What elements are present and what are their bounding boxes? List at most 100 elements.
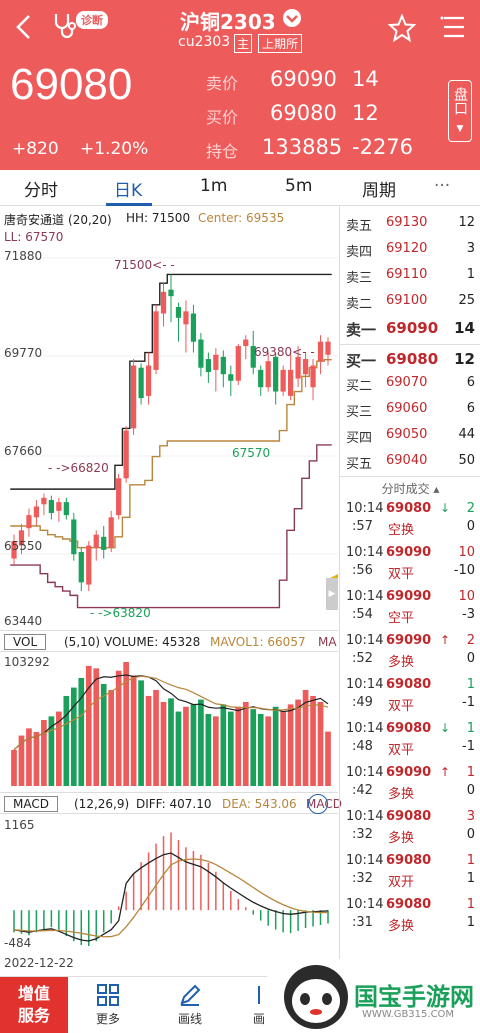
trade-row: 10:14 :42 69090 多换 ↑ 1 0 bbox=[340, 762, 480, 806]
annotation-low: - ->63820 bbox=[90, 606, 151, 620]
candle bbox=[108, 510, 114, 553]
tab-1m[interactable]: 1m bbox=[200, 176, 228, 196]
tab-5m[interactable]: 5m bbox=[285, 176, 313, 196]
trade-volume: 1 bbox=[466, 765, 475, 780]
y-label-1: 69770 bbox=[4, 346, 43, 360]
ll-value: LL: 67570 bbox=[4, 230, 64, 244]
trade-kind: 多换 bbox=[388, 919, 415, 934]
ob-volume: 12 bbox=[454, 350, 475, 368]
bid-row[interactable]: 买四 69050 44 bbox=[340, 422, 480, 448]
trade-price: 69080 bbox=[386, 721, 432, 736]
promo-line-1: 增值 bbox=[17, 984, 50, 1003]
contract-code: cu2303 bbox=[178, 34, 231, 50]
trade-row: 10:14 :57 69080 空换 ↓ 2 0 bbox=[340, 498, 480, 542]
candle bbox=[116, 473, 122, 520]
back-icon[interactable] bbox=[12, 12, 36, 42]
value-added-service-button[interactable]: 增值 服务 bbox=[0, 977, 68, 1033]
trade-volume: 10 bbox=[458, 545, 475, 560]
trade-price: 69080 bbox=[386, 501, 432, 516]
ask-row[interactable]: 卖五 69130 12 bbox=[340, 210, 480, 236]
trade-arrow-icon: ↑ bbox=[440, 633, 451, 647]
draw-line-button[interactable]: 画线 bbox=[168, 983, 212, 1027]
panda-logo bbox=[284, 965, 348, 1029]
ask-row[interactable]: 卖二 69100 25 bbox=[340, 288, 480, 314]
bid-row[interactable]: 买二 69070 6 bbox=[340, 370, 480, 396]
candle bbox=[123, 426, 129, 483]
ob-volume: 6 bbox=[466, 401, 475, 416]
trade-price: 69080 bbox=[386, 677, 432, 692]
trade-volume: 1 bbox=[466, 721, 475, 736]
ob-price: 69050 bbox=[386, 427, 428, 442]
exchange-badge: 上期所 bbox=[258, 34, 303, 53]
macd-y-bottom: -484 bbox=[4, 936, 32, 950]
candle bbox=[280, 365, 286, 396]
ask-row[interactable]: 卖四 69120 3 bbox=[340, 236, 480, 262]
macd-header: MACD (12,26,9) DIFF: 407.10 DEA: 543.06 … bbox=[0, 792, 342, 814]
kline-chart[interactable] bbox=[0, 206, 338, 630]
more-icon[interactable]: ··· bbox=[434, 176, 451, 196]
candle bbox=[56, 497, 62, 522]
bottom-toolbar: 增值 服务 更多 画线 画 国宝手游网 WWW.GB315.COM bbox=[0, 959, 480, 1033]
trade-seconds: :56 bbox=[352, 563, 373, 578]
trade-seconds: :31 bbox=[352, 915, 373, 930]
trades-title-bar[interactable]: 分时成交 ▴ bbox=[340, 476, 480, 498]
trade-kind: 多换 bbox=[388, 787, 415, 802]
misc-label: 画 bbox=[252, 1012, 265, 1026]
tab-timeshare[interactable]: 分时 bbox=[24, 181, 58, 201]
volume-chart[interactable] bbox=[0, 652, 338, 790]
bid-row[interactable]: 买三 69060 6 bbox=[340, 396, 480, 422]
tab-period[interactable]: 周期 bbox=[362, 181, 396, 201]
macd-search-icon[interactable] bbox=[308, 794, 328, 814]
candle bbox=[131, 359, 137, 435]
trade-volume: 3 bbox=[466, 809, 475, 824]
ob-price: 69090 bbox=[386, 319, 439, 337]
stethoscope-icon[interactable] bbox=[52, 10, 80, 40]
trades-title: 分时成交 bbox=[381, 482, 430, 496]
volume-bar bbox=[138, 680, 144, 786]
orderbook-toggle-button[interactable]: 盘口 ▼ bbox=[448, 80, 472, 142]
bid-row[interactable]: 买五 69040 50 bbox=[340, 448, 480, 474]
diagnose-badge[interactable]: 诊断 bbox=[76, 11, 108, 29]
bid-row[interactable]: 买一 69080 12 bbox=[340, 344, 480, 370]
volume-bar bbox=[26, 728, 32, 786]
trade-seconds: :57 bbox=[352, 519, 373, 534]
dropdown-icon[interactable] bbox=[283, 9, 301, 27]
trade-row: 10:14 :52 69090 多换 ↑ 2 0 bbox=[340, 630, 480, 674]
candle bbox=[11, 534, 17, 566]
menu-icon[interactable] bbox=[440, 14, 468, 40]
ask-row[interactable]: 卖三 69110 1 bbox=[340, 262, 480, 288]
volume-bar bbox=[317, 701, 324, 786]
chart-area[interactable]: 唐奇安通道 (20,20) HH: 71500 Center: 69535 LL:… bbox=[0, 206, 342, 976]
tab-daily-k[interactable]: 日K bbox=[114, 181, 143, 201]
more-button[interactable]: 更多 bbox=[86, 983, 130, 1027]
trade-time: 10:14 bbox=[346, 633, 384, 648]
oi-change: -2276 bbox=[352, 135, 414, 159]
misc-button[interactable]: 画 bbox=[244, 983, 274, 1027]
ask-row[interactable]: 卖一 69090 14 bbox=[340, 314, 480, 340]
trade-volume: 2 bbox=[466, 501, 475, 516]
macd-chart[interactable] bbox=[0, 814, 338, 952]
vol-label[interactable]: VOL bbox=[4, 634, 47, 650]
candle bbox=[213, 348, 219, 392]
volume-bar bbox=[100, 683, 107, 786]
dea-line bbox=[13, 858, 329, 938]
volume-bar bbox=[160, 701, 167, 786]
volume-bar bbox=[272, 706, 279, 786]
star-icon[interactable] bbox=[387, 13, 417, 43]
volume-bar bbox=[257, 713, 264, 786]
trade-row: 10:14 :32 69080 多换 3 0 bbox=[340, 806, 480, 850]
change-percent: +1.20% bbox=[80, 139, 149, 159]
macd-label[interactable]: MACD bbox=[4, 796, 58, 812]
scroll-handle[interactable]: ▶ bbox=[326, 578, 338, 610]
volume-bar bbox=[310, 695, 316, 786]
ob-volume: 12 bbox=[458, 215, 475, 230]
vol-mavol1: MAVOL1: 66057 bbox=[210, 635, 306, 649]
ob-label: 买一 bbox=[346, 352, 377, 370]
trade-kind: 双平 bbox=[388, 699, 415, 714]
mavol-line bbox=[13, 675, 329, 751]
bid-volume: 12 bbox=[352, 101, 379, 125]
y-label-0: 71880 bbox=[4, 249, 43, 263]
trade-oi-change: 0 bbox=[466, 519, 475, 534]
candle bbox=[63, 497, 69, 520]
volume-bar bbox=[325, 731, 331, 786]
